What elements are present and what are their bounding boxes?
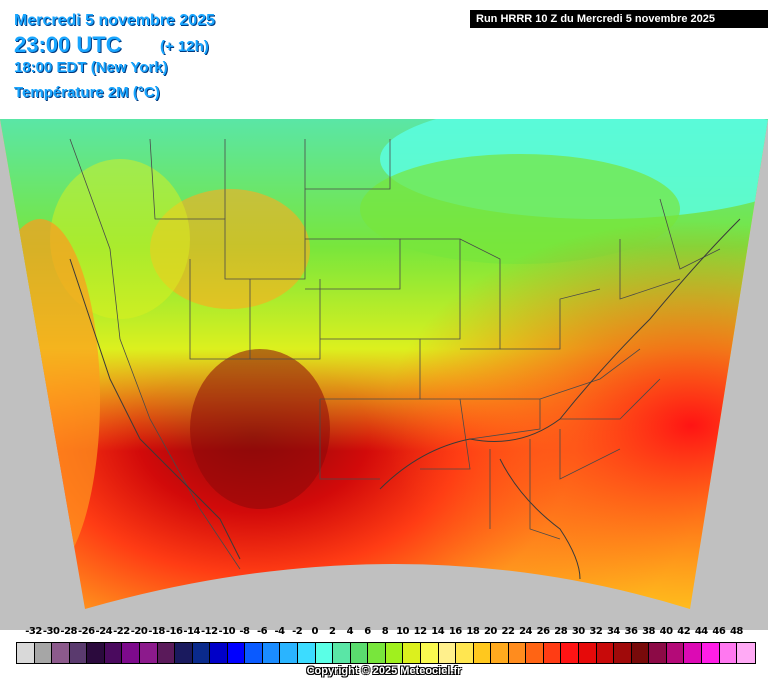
legend-swatch [122, 643, 140, 663]
legend-swatch [614, 643, 632, 663]
legend-swatch [701, 643, 720, 663]
legend-swatch [350, 643, 369, 663]
legend-tick-label: 8 [381, 626, 389, 637]
legend-tick-label: -20 [130, 626, 148, 637]
legend-swatch [508, 643, 527, 663]
legend-swatch [87, 643, 105, 663]
legend-swatch [69, 643, 88, 663]
temperature-map-svg [0, 119, 768, 609]
legend-tick-label: 22 [501, 626, 515, 637]
color-scale-bar [16, 642, 756, 664]
legend-tick-label: 34 [606, 626, 620, 637]
legend-tick-label: -14 [183, 626, 200, 637]
legend-tick-label: -16 [165, 626, 183, 637]
legend-swatch [210, 643, 228, 663]
legend-tick-label: 44 [694, 626, 708, 637]
legend-tick-label: -32 [25, 626, 42, 637]
legend-swatch [684, 643, 702, 663]
legend-tick-label: 14 [431, 626, 445, 637]
forecast-time-utc: 23:00 UTC [14, 32, 122, 57]
legend-swatch [52, 643, 70, 663]
legend-swatch [385, 643, 404, 663]
legend-tick-label: -8 [239, 626, 250, 637]
run-info-banner: Run HRRR 10 Z du Mercredi 5 novembre 202… [470, 10, 768, 28]
legend-swatch [420, 643, 439, 663]
legend-tick-label: 0 [311, 626, 318, 637]
legend-swatch [596, 643, 615, 663]
legend-swatch [104, 643, 123, 663]
legend-tick-label: 16 [448, 626, 462, 637]
legend-swatch [649, 643, 667, 663]
legend-swatch [175, 643, 193, 663]
legend-swatch [298, 643, 316, 663]
legend-tick-label: 20 [483, 626, 497, 637]
legend-tick-label: -24 [95, 626, 113, 637]
legend-tick-label: -10 [218, 626, 236, 637]
legend-tick-label: 4 [346, 626, 354, 637]
legend-tick-label: -12 [200, 626, 218, 637]
coastlines [69, 218, 741, 580]
legend-swatch [737, 643, 755, 663]
legend-swatch [245, 643, 263, 663]
legend-tick-label: 10 [396, 626, 410, 637]
legend-tick-label: -22 [113, 626, 130, 637]
legend-tick-label: 30 [571, 626, 585, 637]
legend-swatch [719, 643, 738, 663]
legend-tick-label: 40 [659, 626, 673, 637]
temperature-field [0, 119, 768, 609]
legend-swatch [139, 643, 158, 663]
legend-tick-label: 26 [536, 626, 550, 637]
legend-swatch [262, 643, 281, 663]
legend-swatch [526, 643, 544, 663]
legend-tick-label: 42 [677, 626, 691, 637]
legend-tick-label: 36 [624, 626, 638, 637]
legend-tick-label: -30 [42, 626, 60, 637]
legend-tick-label: -2 [292, 626, 303, 637]
legend-tick-label: 32 [589, 626, 603, 637]
legend-tick-label: -28 [60, 626, 77, 637]
legend-tick-label: 12 [413, 626, 427, 637]
legend-swatch [368, 643, 386, 663]
legend-swatch [473, 643, 492, 663]
parameter-title: Température 2M (°C) [14, 84, 160, 101]
legend-swatch [17, 643, 35, 663]
legend-swatch [403, 643, 421, 663]
legend-tick-label: 6 [364, 626, 371, 637]
temperature-map[interactable] [0, 119, 768, 630]
legend-swatch [491, 643, 509, 663]
legend-tick-label: 38 [642, 626, 656, 637]
legend-tick-label: 18 [466, 626, 480, 637]
legend-swatch [438, 643, 457, 663]
legend-swatch [333, 643, 351, 663]
legend-swatch [280, 643, 298, 663]
legend-tick-label: 28 [554, 626, 568, 637]
legend-tick-label: -6 [256, 626, 268, 637]
legend-swatch [192, 643, 211, 663]
state-borders [69, 138, 721, 570]
legend-tick-labels: -32 -30 -28 -26 -24 -22 -20 -18 -16 -14 -12 -10 -8 -6… [0, 626, 768, 640]
local-time: 18:00 EDT (New York) [14, 59, 168, 76]
legend-tick-label: 46 [712, 626, 726, 637]
legend-swatch [34, 643, 53, 663]
legend-tick-label: -26 [77, 626, 95, 637]
legend-swatch [631, 643, 650, 663]
legend-swatch [579, 643, 597, 663]
legend-tick-label: -4 [274, 626, 286, 637]
legend-tick-label: 2 [329, 626, 336, 637]
legend-swatch [666, 643, 685, 663]
copyright-notice: Copyright © 2025 Meteociel.fr [306, 665, 462, 677]
legend-tick-label: 48 [729, 626, 743, 637]
forecast-date: Mercredi 5 novembre 2025 [14, 12, 215, 29]
legend-swatch [315, 643, 334, 663]
legend-swatch [543, 643, 562, 663]
legend-swatch [227, 643, 246, 663]
legend-tick-label: -18 [148, 626, 165, 637]
forecast-offset: (+ 12h) [160, 38, 209, 55]
legend-swatch [456, 643, 474, 663]
legend-swatch [157, 643, 176, 663]
legend-swatch [561, 643, 579, 663]
legend-tick-label: 24 [519, 626, 533, 637]
